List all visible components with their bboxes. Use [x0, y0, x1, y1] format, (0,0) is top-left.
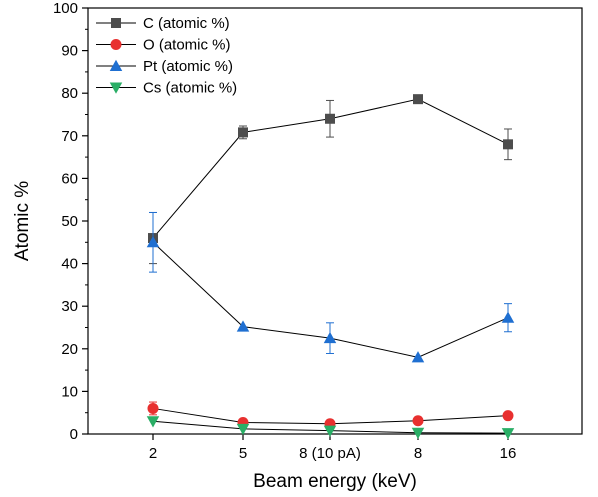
legend-label: O (atomic %) — [143, 37, 231, 54]
data-point — [413, 94, 423, 105]
x-axis-title: Beam energy (keV) — [253, 471, 417, 492]
y-tick-label: 100 — [53, 0, 78, 17]
data-point — [236, 423, 250, 436]
y-axis-title: Atomic % — [12, 181, 33, 261]
data-point — [503, 139, 513, 150]
data-point — [146, 236, 160, 248]
data-point — [501, 428, 515, 440]
data-point — [323, 331, 337, 344]
series-layer — [146, 94, 515, 440]
series-3 — [146, 211, 515, 363]
y-tick-label: 80 — [61, 85, 78, 102]
y-tick-label: 50 — [61, 213, 78, 230]
legend-label: C (atomic %) — [143, 15, 230, 32]
data-point — [323, 425, 337, 437]
y-tick-label: 20 — [61, 341, 78, 358]
y-tick-label: 0 — [70, 426, 78, 443]
y-tick-label: 30 — [61, 298, 78, 315]
data-point — [501, 311, 515, 323]
x-tick-label: 8 (10 pA) — [299, 445, 361, 462]
data-point — [147, 402, 159, 414]
y-tick-label: 60 — [61, 170, 78, 187]
x-tick-label: 8 — [414, 445, 422, 462]
legend-marker — [111, 18, 121, 28]
data-point — [325, 113, 335, 124]
legend-label: Pt (atomic %) — [143, 58, 233, 75]
y-tick-label: 40 — [61, 256, 78, 273]
y-tick-label: 70 — [61, 128, 78, 145]
legend: C (atomic %) O (atomic %) Pt (atomic %) Cs … — [96, 15, 237, 97]
y-tick-label: 90 — [61, 43, 78, 60]
legend-label: Cs (atomic %) — [143, 80, 237, 97]
data-point — [411, 351, 425, 363]
legend-marker — [109, 82, 123, 94]
legend-entry: Cs (atomic %) — [96, 80, 237, 97]
x-tick-label: 16 — [500, 445, 517, 462]
series-1 — [148, 94, 513, 265]
y-axis: 0 10 20 30 40 50 60 70 80 90 100 — [53, 0, 88, 443]
data-point — [146, 416, 160, 428]
data-point — [412, 415, 424, 427]
data-point — [411, 427, 425, 439]
x-axis: 2 5 8 (10 pA) 8 16 — [149, 434, 517, 462]
data-point — [238, 127, 248, 138]
legend-marker — [110, 39, 122, 50]
data-point — [236, 320, 250, 332]
legend-entry: C (atomic %) — [96, 15, 230, 32]
data-point — [502, 410, 514, 422]
x-tick-label: 2 — [149, 445, 157, 462]
x-tick-label: 5 — [239, 445, 247, 462]
legend-marker — [109, 59, 123, 71]
legend-entry: O (atomic %) — [96, 37, 231, 54]
series-4 — [146, 416, 515, 440]
legend-entry: Pt (atomic %) — [96, 58, 233, 75]
y-tick-label: 10 — [61, 383, 78, 400]
